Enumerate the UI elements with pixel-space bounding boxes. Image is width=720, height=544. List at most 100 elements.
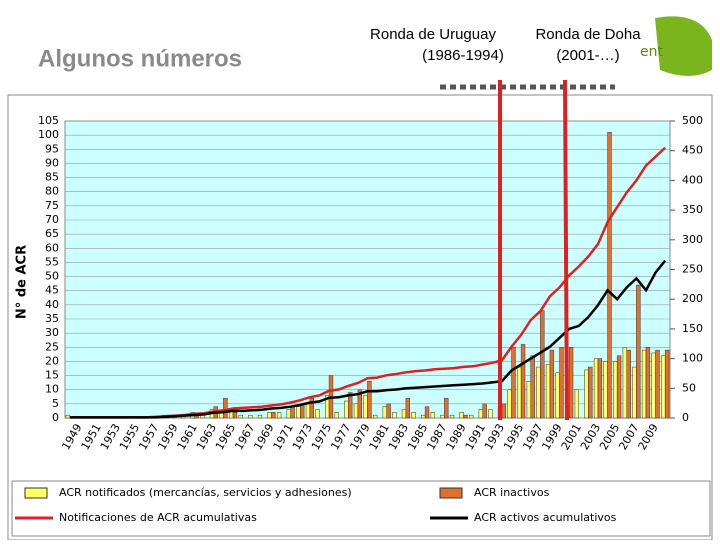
- y-tick-label: 35: [45, 312, 59, 325]
- y-tick-label: 25: [45, 340, 59, 353]
- bar: [536, 366, 541, 419]
- y2-tick-label: 150: [682, 322, 703, 335]
- logo-shape: [655, 16, 712, 77]
- y-tick-label: 45: [45, 284, 59, 297]
- bar: [530, 355, 535, 419]
- bar: [482, 403, 487, 419]
- bar: [664, 349, 670, 419]
- bar: [616, 355, 622, 419]
- bar: [632, 366, 637, 419]
- legend-label: ACR activos acumulativos: [474, 511, 617, 524]
- bar: [555, 372, 560, 419]
- bar: [655, 349, 660, 419]
- bar: [597, 358, 603, 419]
- bar: [478, 409, 483, 419]
- bar: [348, 392, 353, 419]
- y-tick-label: 95: [45, 142, 59, 155]
- bar: [382, 406, 387, 419]
- bar: [344, 400, 349, 419]
- bar: [430, 412, 435, 419]
- bar: [357, 389, 362, 419]
- legend: [11, 480, 711, 537]
- y2-tick-label: 500: [682, 114, 703, 127]
- bar: [545, 364, 551, 419]
- bar: [444, 397, 449, 419]
- bar: [661, 355, 666, 419]
- bar: [367, 380, 372, 419]
- bar: [540, 310, 545, 419]
- bar: [315, 409, 320, 419]
- y2-tick-label: 200: [682, 292, 703, 305]
- y2-tick-label: 300: [682, 233, 703, 246]
- legend-label: Notificaciones de ACR acumulativas: [59, 511, 257, 524]
- bar: [463, 414, 468, 419]
- y-axis-label: N° de ACR: [15, 245, 30, 319]
- bar: [559, 347, 564, 419]
- y-tick-label: 10: [45, 383, 59, 396]
- y-tick-label: 15: [45, 369, 59, 382]
- bar: [651, 352, 656, 419]
- annotation: Ronda de Doha: [535, 26, 641, 43]
- y2-tick-label: 350: [682, 203, 703, 216]
- bar: [501, 403, 507, 419]
- y2-tick-label: 400: [682, 173, 703, 186]
- bar: [517, 366, 522, 419]
- legend-swatch: [439, 487, 463, 499]
- bar: [223, 397, 228, 419]
- bar: [488, 409, 493, 419]
- bar: [568, 347, 574, 419]
- legend-swatch: [24, 487, 48, 499]
- bar: [626, 349, 631, 419]
- bar: [286, 409, 291, 419]
- y2-tick-label: 0: [682, 411, 689, 424]
- bar: [296, 406, 301, 419]
- y-tick-label: 20: [45, 354, 59, 367]
- bar: [520, 344, 526, 419]
- y-tick-label: 55: [45, 255, 59, 268]
- bar: [641, 349, 647, 419]
- legend-label: ACR notificados (mercancías, servicios y…: [59, 486, 352, 499]
- bar: [574, 389, 580, 419]
- round-marker: [563, 79, 569, 421]
- bar: [593, 358, 599, 419]
- bar: [334, 412, 339, 419]
- y2-tick-label: 50: [682, 381, 696, 394]
- bar: [373, 414, 378, 419]
- bar: [65, 414, 71, 419]
- bar: [469, 414, 474, 419]
- bar: [276, 412, 282, 419]
- bar: [603, 361, 608, 419]
- bar: [584, 369, 589, 419]
- bar: [401, 409, 407, 419]
- bar: [440, 414, 445, 419]
- y-tick-label: 100: [38, 128, 59, 141]
- bar: [232, 412, 238, 419]
- bar: [386, 403, 391, 419]
- bar: [271, 412, 276, 419]
- y-tick-label: 105: [38, 114, 59, 127]
- y-tick-label: 30: [45, 326, 59, 339]
- y-tick-label: 85: [45, 171, 59, 184]
- y-tick-label: 0: [52, 411, 59, 424]
- y-tick-label: 50: [45, 270, 59, 283]
- bar: [459, 412, 464, 419]
- y2-tick-label: 450: [682, 144, 703, 157]
- bar: [588, 366, 593, 419]
- y-tick-label: 60: [45, 241, 59, 254]
- y-tick-label: 70: [45, 213, 59, 226]
- bar: [363, 395, 368, 419]
- bar: [622, 347, 628, 419]
- bar: [511, 347, 516, 419]
- bar: [309, 397, 314, 419]
- bar: [353, 403, 359, 419]
- bar: [257, 414, 263, 419]
- bar: [411, 412, 416, 419]
- legend-label: ACR inactivos: [474, 486, 550, 499]
- y-tick-label: 90: [45, 156, 59, 169]
- bar: [526, 380, 532, 419]
- bar: [507, 389, 512, 419]
- logo-text: ent: [640, 44, 663, 60]
- bar: [607, 132, 612, 419]
- annotation: (1986-1994): [422, 47, 504, 64]
